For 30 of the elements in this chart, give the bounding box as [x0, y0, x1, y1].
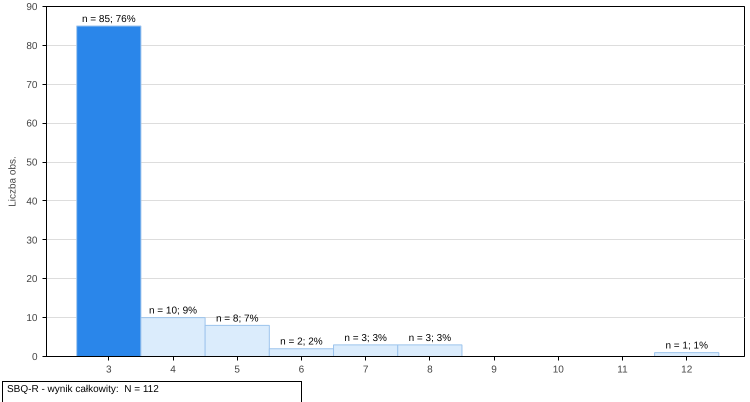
data-label: n = 10; 9%	[148, 306, 198, 317]
x-tick-label: 3	[106, 364, 112, 376]
data-label: n = 8; 7%	[216, 313, 259, 324]
x-tick-label: 7	[362, 364, 369, 376]
x-tick-label: 12	[681, 364, 693, 376]
y-tick-label: 30	[26, 235, 38, 246]
x-tick-label: 10	[552, 364, 564, 376]
y-tick-label: 50	[26, 158, 38, 169]
y-tick-label: 20	[26, 274, 38, 286]
x-tick-label: 11	[617, 364, 628, 376]
data-label: n = 3; 3%	[408, 332, 452, 344]
y-tick-label: 90	[26, 2, 38, 13]
bar	[654, 352, 720, 356]
y-axis-title: Liczba obs.	[7, 156, 18, 207]
y-tick-label: 80	[26, 40, 38, 52]
data-label: n = 2; 2%	[280, 336, 323, 348]
y-tick-label: 70	[26, 80, 38, 91]
x-tick-label: 4	[170, 364, 176, 376]
x-tick-label: 9	[491, 364, 498, 376]
y-tick-label: 40	[26, 196, 38, 208]
data-label: n = 85; 76%	[82, 14, 136, 25]
x-tick-label: 8	[427, 364, 434, 376]
y-tick-label: 60	[26, 118, 38, 130]
text: SBQ-R - wynik całkowity: N = 112	[7, 383, 159, 397]
y-tick-label: 0	[32, 352, 38, 363]
x-tick-label: 5	[234, 364, 240, 376]
data-label: n = 3; 3%	[344, 332, 388, 344]
x-tick-label: 6	[298, 364, 305, 376]
data-label: n = 1; 1%	[665, 340, 708, 352]
y-tick-label: 10	[26, 313, 38, 324]
